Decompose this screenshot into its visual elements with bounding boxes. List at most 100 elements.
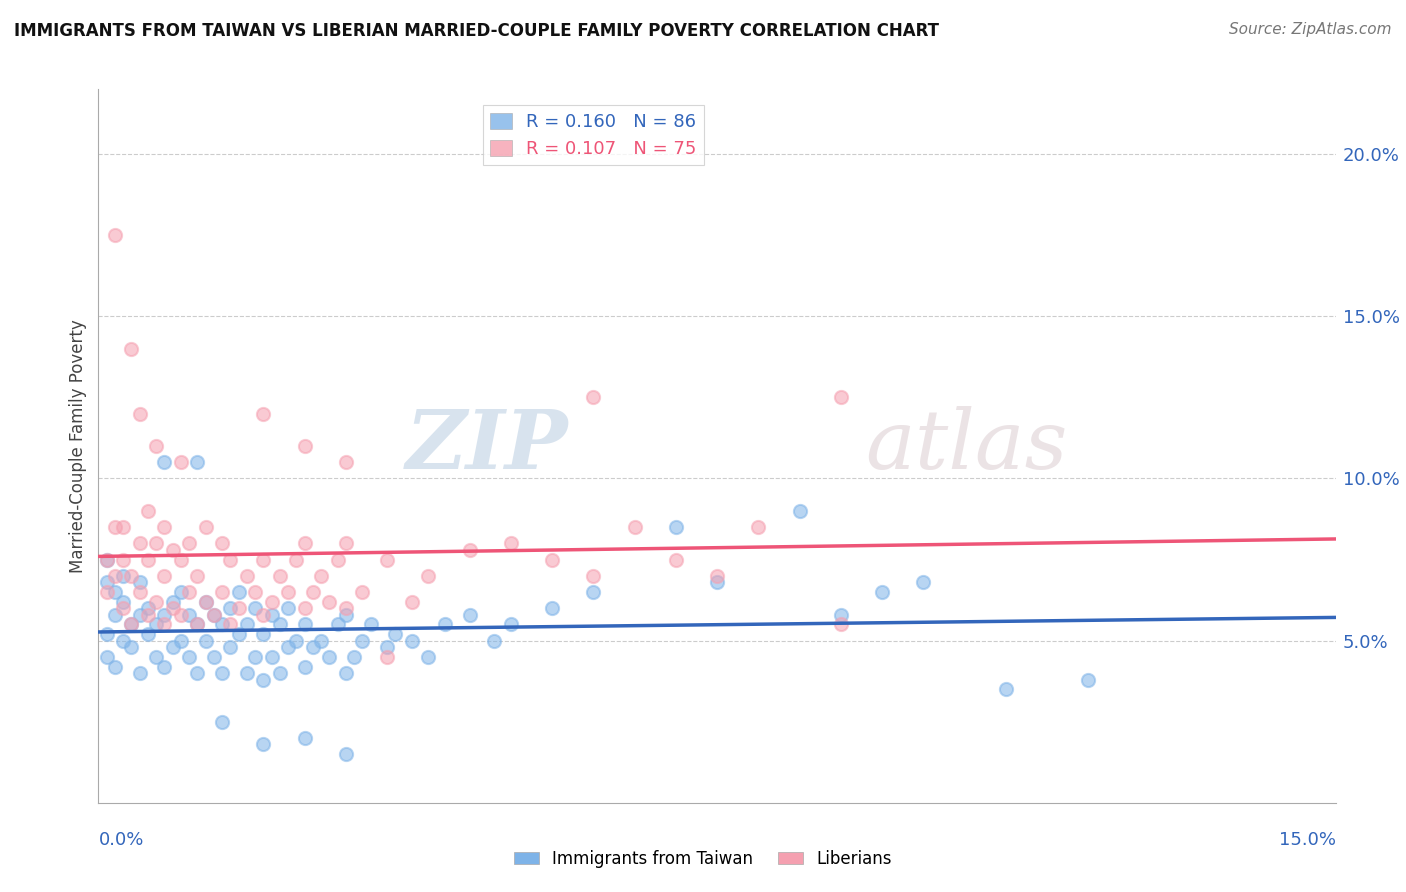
Point [252,673,274,687]
Point [136,607,159,622]
Point [228,601,250,615]
Point [260,607,283,622]
Point [186,617,208,632]
Point [277,601,299,615]
Point [219,617,242,632]
Point [582,390,605,404]
Point [120,342,142,356]
Point [352,585,374,599]
Point [458,542,481,557]
Point [252,552,274,566]
Point [120,568,142,582]
Point [458,607,481,622]
Point [541,552,564,566]
Point [269,568,291,582]
Point [326,552,349,566]
Point [294,659,316,673]
Point [112,595,135,609]
Point [285,552,308,566]
Point [433,617,456,632]
Point [706,568,728,582]
Point [120,640,142,654]
Point [384,627,406,641]
Point [219,640,242,654]
Point [96,627,118,641]
Point [260,595,283,609]
Point [418,649,440,664]
Point [211,714,233,729]
Point [401,633,423,648]
Point [830,607,852,622]
Point [252,407,274,421]
Point [104,520,127,534]
Point [128,607,150,622]
Point [665,552,688,566]
Point [484,633,506,648]
Point [145,536,167,550]
Point [170,552,193,566]
Point [153,659,176,673]
Point [194,633,217,648]
Point [211,666,233,681]
Point [309,568,332,582]
Point [499,536,522,550]
Point [375,640,398,654]
Point [582,585,605,599]
Point [104,568,127,582]
Point [170,585,193,599]
Point [994,682,1017,697]
Point [219,601,242,615]
Text: 15.0%: 15.0% [1278,831,1336,849]
Point [179,649,201,664]
Point [260,649,283,664]
Point [252,738,274,752]
Point [186,617,208,632]
Point [1077,673,1099,687]
Point [112,568,135,582]
Point [179,536,201,550]
Point [211,585,233,599]
Point [277,640,299,654]
Point [541,601,564,615]
Text: IMMIGRANTS FROM TAIWAN VS LIBERIAN MARRIED-COUPLE FAMILY POVERTY CORRELATION CHA: IMMIGRANTS FROM TAIWAN VS LIBERIAN MARRI… [14,22,939,40]
Point [335,747,357,761]
Point [830,390,852,404]
Point [145,595,167,609]
Point [202,607,225,622]
Point [194,520,217,534]
Point [343,649,366,664]
Point [252,627,274,641]
Point [269,666,291,681]
Legend: R = 0.160   N = 86, R = 0.107   N = 75: R = 0.160 N = 86, R = 0.107 N = 75 [482,105,704,165]
Point [236,666,259,681]
Point [294,617,316,632]
Point [128,536,150,550]
Point [104,607,127,622]
Point [136,627,159,641]
Point [145,617,167,632]
Point [219,552,242,566]
Point [352,633,374,648]
Y-axis label: Married-Couple Family Poverty: Married-Couple Family Poverty [69,319,87,573]
Point [211,536,233,550]
Point [418,568,440,582]
Point [870,585,893,599]
Point [153,617,176,632]
Point [375,649,398,664]
Point [294,601,316,615]
Point [294,731,316,745]
Point [104,585,127,599]
Point [186,666,208,681]
Point [136,504,159,518]
Point [228,585,250,599]
Point [153,520,176,534]
Point [830,617,852,632]
Point [153,568,176,582]
Point [401,595,423,609]
Point [360,617,382,632]
Point [112,520,135,534]
Point [228,627,250,641]
Point [96,552,118,566]
Point [236,568,259,582]
Point [136,552,159,566]
